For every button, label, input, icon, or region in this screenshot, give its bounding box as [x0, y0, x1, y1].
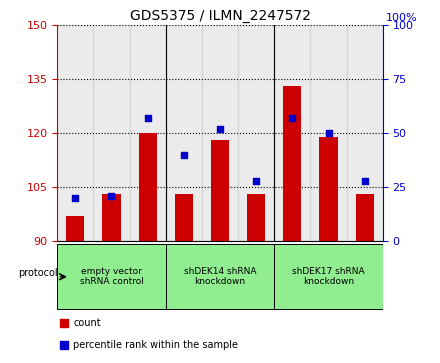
Point [108, 193, 115, 199]
Point [144, 115, 151, 121]
Bar [211, 140, 229, 241]
Text: shDEK14 shRNA
knockdown: shDEK14 shRNA knockdown [184, 267, 256, 286]
Text: protocol: protocol [18, 268, 58, 278]
Text: shDEK17 shRNA
knockdown: shDEK17 shRNA knockdown [292, 267, 365, 286]
Bar [57, 244, 166, 309]
Point [361, 178, 368, 183]
Bar [103, 194, 121, 241]
Bar [93, 25, 129, 241]
Bar [311, 25, 347, 241]
Bar [238, 25, 274, 241]
Bar [274, 25, 311, 241]
Point [180, 152, 187, 158]
Text: percentile rank within the sample: percentile rank within the sample [73, 340, 238, 350]
Point [216, 126, 224, 132]
Bar [274, 244, 383, 309]
Text: 100%: 100% [386, 13, 418, 23]
Point [253, 178, 260, 183]
Text: count: count [73, 318, 101, 329]
Bar [283, 86, 301, 241]
Bar [347, 25, 383, 241]
Bar [247, 194, 265, 241]
Point [60, 321, 67, 326]
Bar [129, 25, 166, 241]
Bar [356, 194, 374, 241]
Bar [166, 25, 202, 241]
Bar [57, 25, 93, 241]
Bar [166, 244, 274, 309]
Title: GDS5375 / ILMN_2247572: GDS5375 / ILMN_2247572 [129, 9, 311, 23]
Point [60, 342, 67, 348]
Bar [202, 25, 238, 241]
Bar [175, 194, 193, 241]
Point [72, 195, 79, 201]
Text: empty vector
shRNA control: empty vector shRNA control [80, 267, 143, 286]
Bar [139, 133, 157, 241]
Point [289, 115, 296, 121]
Point [325, 130, 332, 136]
Bar [319, 137, 337, 241]
Bar [66, 216, 84, 241]
